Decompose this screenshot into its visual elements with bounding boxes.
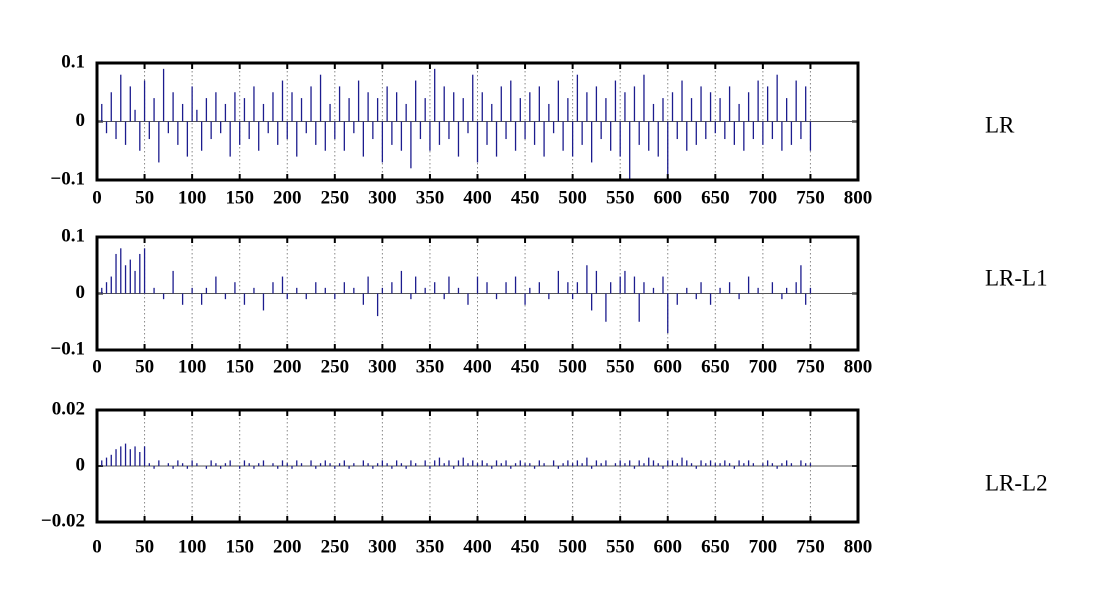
x-tick-label: 200 — [273, 356, 302, 377]
y-tick-label: 0 — [76, 454, 86, 475]
x-tick-label: 400 — [463, 536, 492, 557]
x-tick-label: 450 — [511, 187, 540, 208]
x-tick-label: 550 — [606, 187, 635, 208]
x-tick-label: 350 — [416, 187, 445, 208]
x-tick-label: 50 — [135, 356, 154, 377]
x-tick-label: 100 — [178, 536, 207, 557]
x-tick-label: 800 — [844, 536, 873, 557]
x-tick-label: 200 — [273, 187, 302, 208]
x-tick-label: 50 — [135, 187, 154, 208]
x-tick-label: 100 — [178, 356, 207, 377]
x-tick-label: 350 — [416, 536, 445, 557]
x-tick-label: 550 — [606, 536, 635, 557]
x-tick-label: 700 — [749, 536, 778, 557]
series-name: LR — [985, 112, 1015, 137]
x-tick-label: 650 — [701, 356, 730, 377]
x-tick-label: 100 — [178, 187, 207, 208]
x-tick-label: 250 — [321, 356, 350, 377]
x-tick-label: 350 — [416, 356, 445, 377]
x-tick-label: 400 — [463, 356, 492, 377]
x-tick-label: 0 — [92, 536, 102, 557]
x-tick-label: 600 — [654, 356, 683, 377]
x-tick-label: 500 — [558, 356, 587, 377]
x-tick-label: 700 — [749, 187, 778, 208]
x-tick-label: 300 — [368, 356, 397, 377]
x-tick-label: 250 — [321, 187, 350, 208]
x-tick-label: 300 — [368, 536, 397, 557]
x-tick-label: 650 — [701, 187, 730, 208]
x-tick-label: 700 — [749, 356, 778, 377]
y-tick-label: −0.02 — [41, 510, 85, 531]
x-tick-label: 200 — [273, 536, 302, 557]
plot-frame — [95, 61, 860, 182]
y-tick-label: 0 — [76, 282, 86, 303]
y-tick-label: 0.1 — [61, 225, 85, 246]
y-tick-label: 0.1 — [61, 51, 85, 72]
x-tick-label: 50 — [135, 536, 154, 557]
y-tick-label: −0.1 — [50, 168, 85, 189]
y-tick-label: 0.02 — [52, 398, 85, 419]
plot-frame — [95, 235, 860, 352]
x-tick-label: 600 — [654, 536, 683, 557]
x-tick-label: 250 — [321, 536, 350, 557]
x-tick-label: 750 — [796, 187, 825, 208]
y-tick-label: 0 — [76, 110, 86, 131]
plot-frame — [95, 408, 860, 524]
series-name: LR-L1 — [985, 265, 1048, 290]
x-tick-label: 500 — [558, 187, 587, 208]
x-tick-label: 750 — [796, 536, 825, 557]
series-name: LR-L2 — [985, 470, 1048, 495]
x-tick-label: 750 — [796, 356, 825, 377]
x-tick-label: 0 — [92, 356, 102, 377]
y-tick-label: −0.1 — [50, 338, 85, 359]
x-tick-label: 650 — [701, 536, 730, 557]
x-tick-label: 150 — [225, 356, 254, 377]
x-tick-label: 600 — [654, 187, 683, 208]
x-tick-label: 800 — [844, 187, 873, 208]
x-tick-label: 450 — [511, 536, 540, 557]
x-tick-label: 400 — [463, 187, 492, 208]
x-tick-label: 550 — [606, 356, 635, 377]
x-tick-label: 300 — [368, 187, 397, 208]
x-tick-label: 150 — [225, 536, 254, 557]
x-tick-label: 500 — [558, 536, 587, 557]
x-tick-label: 0 — [92, 187, 102, 208]
x-tick-label: 150 — [225, 187, 254, 208]
x-tick-label: 450 — [511, 356, 540, 377]
x-tick-label: 800 — [844, 356, 873, 377]
